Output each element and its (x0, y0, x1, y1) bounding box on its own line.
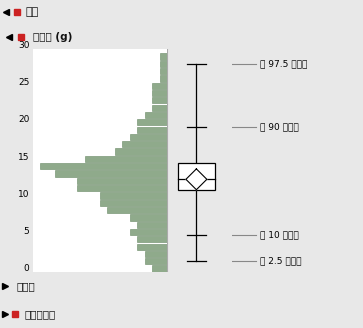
Bar (55, 171, 167, 176)
Text: 5: 5 (24, 227, 29, 236)
Bar (152, 97, 167, 104)
Bar (137, 119, 167, 125)
Bar (130, 229, 167, 235)
Bar (130, 134, 167, 140)
Bar (144, 258, 167, 264)
Text: 总脂肪 (g): 总脂肪 (g) (33, 32, 72, 42)
Polygon shape (186, 169, 207, 190)
Bar (144, 112, 167, 118)
Bar (159, 53, 167, 60)
Bar (115, 149, 167, 155)
Bar (144, 251, 167, 257)
Text: 20: 20 (18, 115, 29, 124)
Bar (159, 61, 167, 67)
Bar (159, 75, 167, 82)
Text: 10: 10 (18, 190, 29, 199)
Bar (77, 185, 167, 191)
Text: 0: 0 (24, 264, 29, 273)
Bar (85, 156, 167, 162)
Bar (137, 127, 167, 133)
Bar (100, 192, 167, 198)
Text: 第 90 分位数: 第 90 分位数 (260, 123, 298, 132)
Bar (137, 222, 167, 228)
Bar (137, 236, 167, 242)
Bar (152, 83, 167, 89)
Text: 分位数: 分位数 (16, 281, 35, 291)
Bar (137, 243, 167, 250)
Bar (152, 105, 167, 111)
Bar (77, 178, 167, 184)
Bar (130, 214, 167, 220)
Text: 25: 25 (18, 78, 29, 87)
Bar (100, 200, 167, 206)
Bar (178, 163, 215, 191)
Text: 第 10 分位数: 第 10 分位数 (260, 231, 298, 239)
Text: 汇总统计量: 汇总统计量 (24, 309, 56, 319)
Bar (152, 265, 167, 272)
Bar (152, 90, 167, 96)
Bar (159, 68, 167, 74)
Text: 第 97.5 分位数: 第 97.5 分位数 (260, 60, 307, 69)
Bar (40, 163, 167, 169)
Text: 30: 30 (18, 41, 29, 50)
Bar (107, 207, 167, 213)
Bar (122, 141, 167, 147)
Text: 15: 15 (18, 153, 29, 161)
Text: 分布: 分布 (26, 7, 39, 17)
Text: 第 2.5 分位数: 第 2.5 分位数 (260, 256, 301, 266)
